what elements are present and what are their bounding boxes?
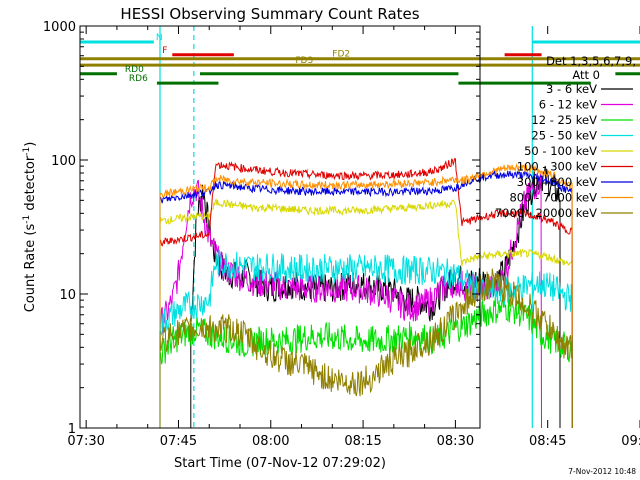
x-tick-label-5: 08:45	[529, 434, 566, 449]
x-tick-label-0: 07:30	[67, 434, 104, 449]
x-axis-label: Start Time (07-Nov-12 07:29:02)	[174, 456, 386, 471]
x-tick-label-3: 08:15	[344, 434, 381, 449]
x-tick-label-2: 08:00	[252, 434, 289, 449]
legend-label-1: 6 - 12 keV	[539, 98, 597, 112]
flag-label-fd2: FD2	[332, 50, 350, 60]
x-tick-label-1: 07:45	[160, 434, 197, 449]
footer-timestamp: 7-Nov-2012 10:48	[568, 467, 636, 476]
legend-label-8: 7000 - 20000 keV	[495, 206, 597, 220]
series-line-7	[159, 162, 573, 429]
legend-label-4: 50 - 100 keV	[524, 144, 597, 158]
flag-label-fd3: FD3	[295, 56, 313, 66]
chart-title: HESSI Observing Summary Count Rates	[120, 5, 419, 23]
flag-label-rd6: RD6	[129, 74, 148, 84]
y-tick-label-3: 1000	[43, 20, 76, 35]
legend-label-3: 25 - 50 keV	[531, 129, 597, 143]
flag-label-rd0: RD0	[125, 65, 144, 75]
y-tick-label-0: 1	[68, 422, 76, 437]
legend-label-5: 100 - 300 keV	[517, 160, 597, 174]
legend-label-2: 12 - 25 keV	[531, 113, 597, 127]
series-line-4	[159, 198, 573, 429]
y-tick-label-2: 100	[51, 154, 76, 169]
chart-legend: Det 1,3,5,6,7,9, Att 0 3 - 6 keV 6 - 12 k…	[495, 54, 636, 220]
flag-label-n: N	[156, 33, 163, 43]
y-axis-label: Count Rate (s-1 detector-1)	[22, 142, 38, 313]
series-line-2	[159, 295, 573, 429]
x-tick-label-4: 08:30	[437, 434, 474, 449]
axis-ticks: 07:30 07:45 08:00 08:15 08:30 08:45 09:00 1 10 10…	[43, 20, 640, 449]
series-line-6	[159, 169, 573, 429]
y-tick-label-1: 10	[59, 288, 76, 303]
x-tick-label-6: 09:00	[621, 434, 640, 449]
legend-label-7: 800 - 7000 keV	[509, 191, 597, 205]
legend-label-0: 3 - 6 keV	[546, 82, 597, 96]
legend-header-detectors: Det 1,3,5,6,7,9,	[546, 54, 636, 68]
legend-header-attenuator: Att 0	[572, 68, 600, 82]
flag-label-f: F	[162, 46, 167, 56]
legend-label-6: 300 - 800 keV	[517, 175, 597, 189]
plot-frame	[79, 25, 481, 429]
series-line-5	[159, 158, 573, 429]
series-line-8	[159, 268, 573, 429]
